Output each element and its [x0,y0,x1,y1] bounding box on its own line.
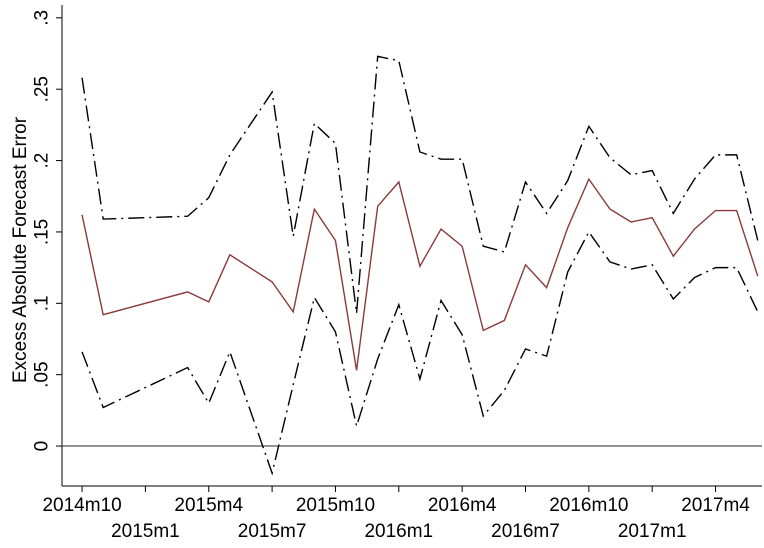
y-tick-label: .25 [32,76,53,102]
x-tick-label: 2015m4 [174,495,243,516]
y-tick-label: 0 [32,441,53,452]
x-tick-label: 2016m4 [428,495,497,516]
series-line [81,55,759,314]
x-tick-label: 2015m1 [111,521,180,542]
y-tick-label: .1 [32,295,53,311]
y-tick-label: .2 [32,153,53,169]
x-tick-label: 2014m10 [42,495,121,516]
x-tick-label: 2017m1 [618,521,687,542]
y-axis-title: Excess Absolute Forecast Error [10,116,31,383]
x-tick-label: 2017m4 [681,495,750,516]
series-line [81,177,759,371]
y-tick-label: .15 [32,219,53,245]
x-tick-label: 2016m7 [491,521,560,542]
x-tick-label: 2016m10 [549,495,628,516]
x-tick-label: 2015m10 [296,495,375,516]
y-tick-label: .05 [32,361,53,387]
x-tick-label: 2016m1 [364,521,433,542]
x-tick-label: 2015m7 [238,521,307,542]
y-tick-label: .3 [32,10,53,26]
series-line [81,230,759,476]
